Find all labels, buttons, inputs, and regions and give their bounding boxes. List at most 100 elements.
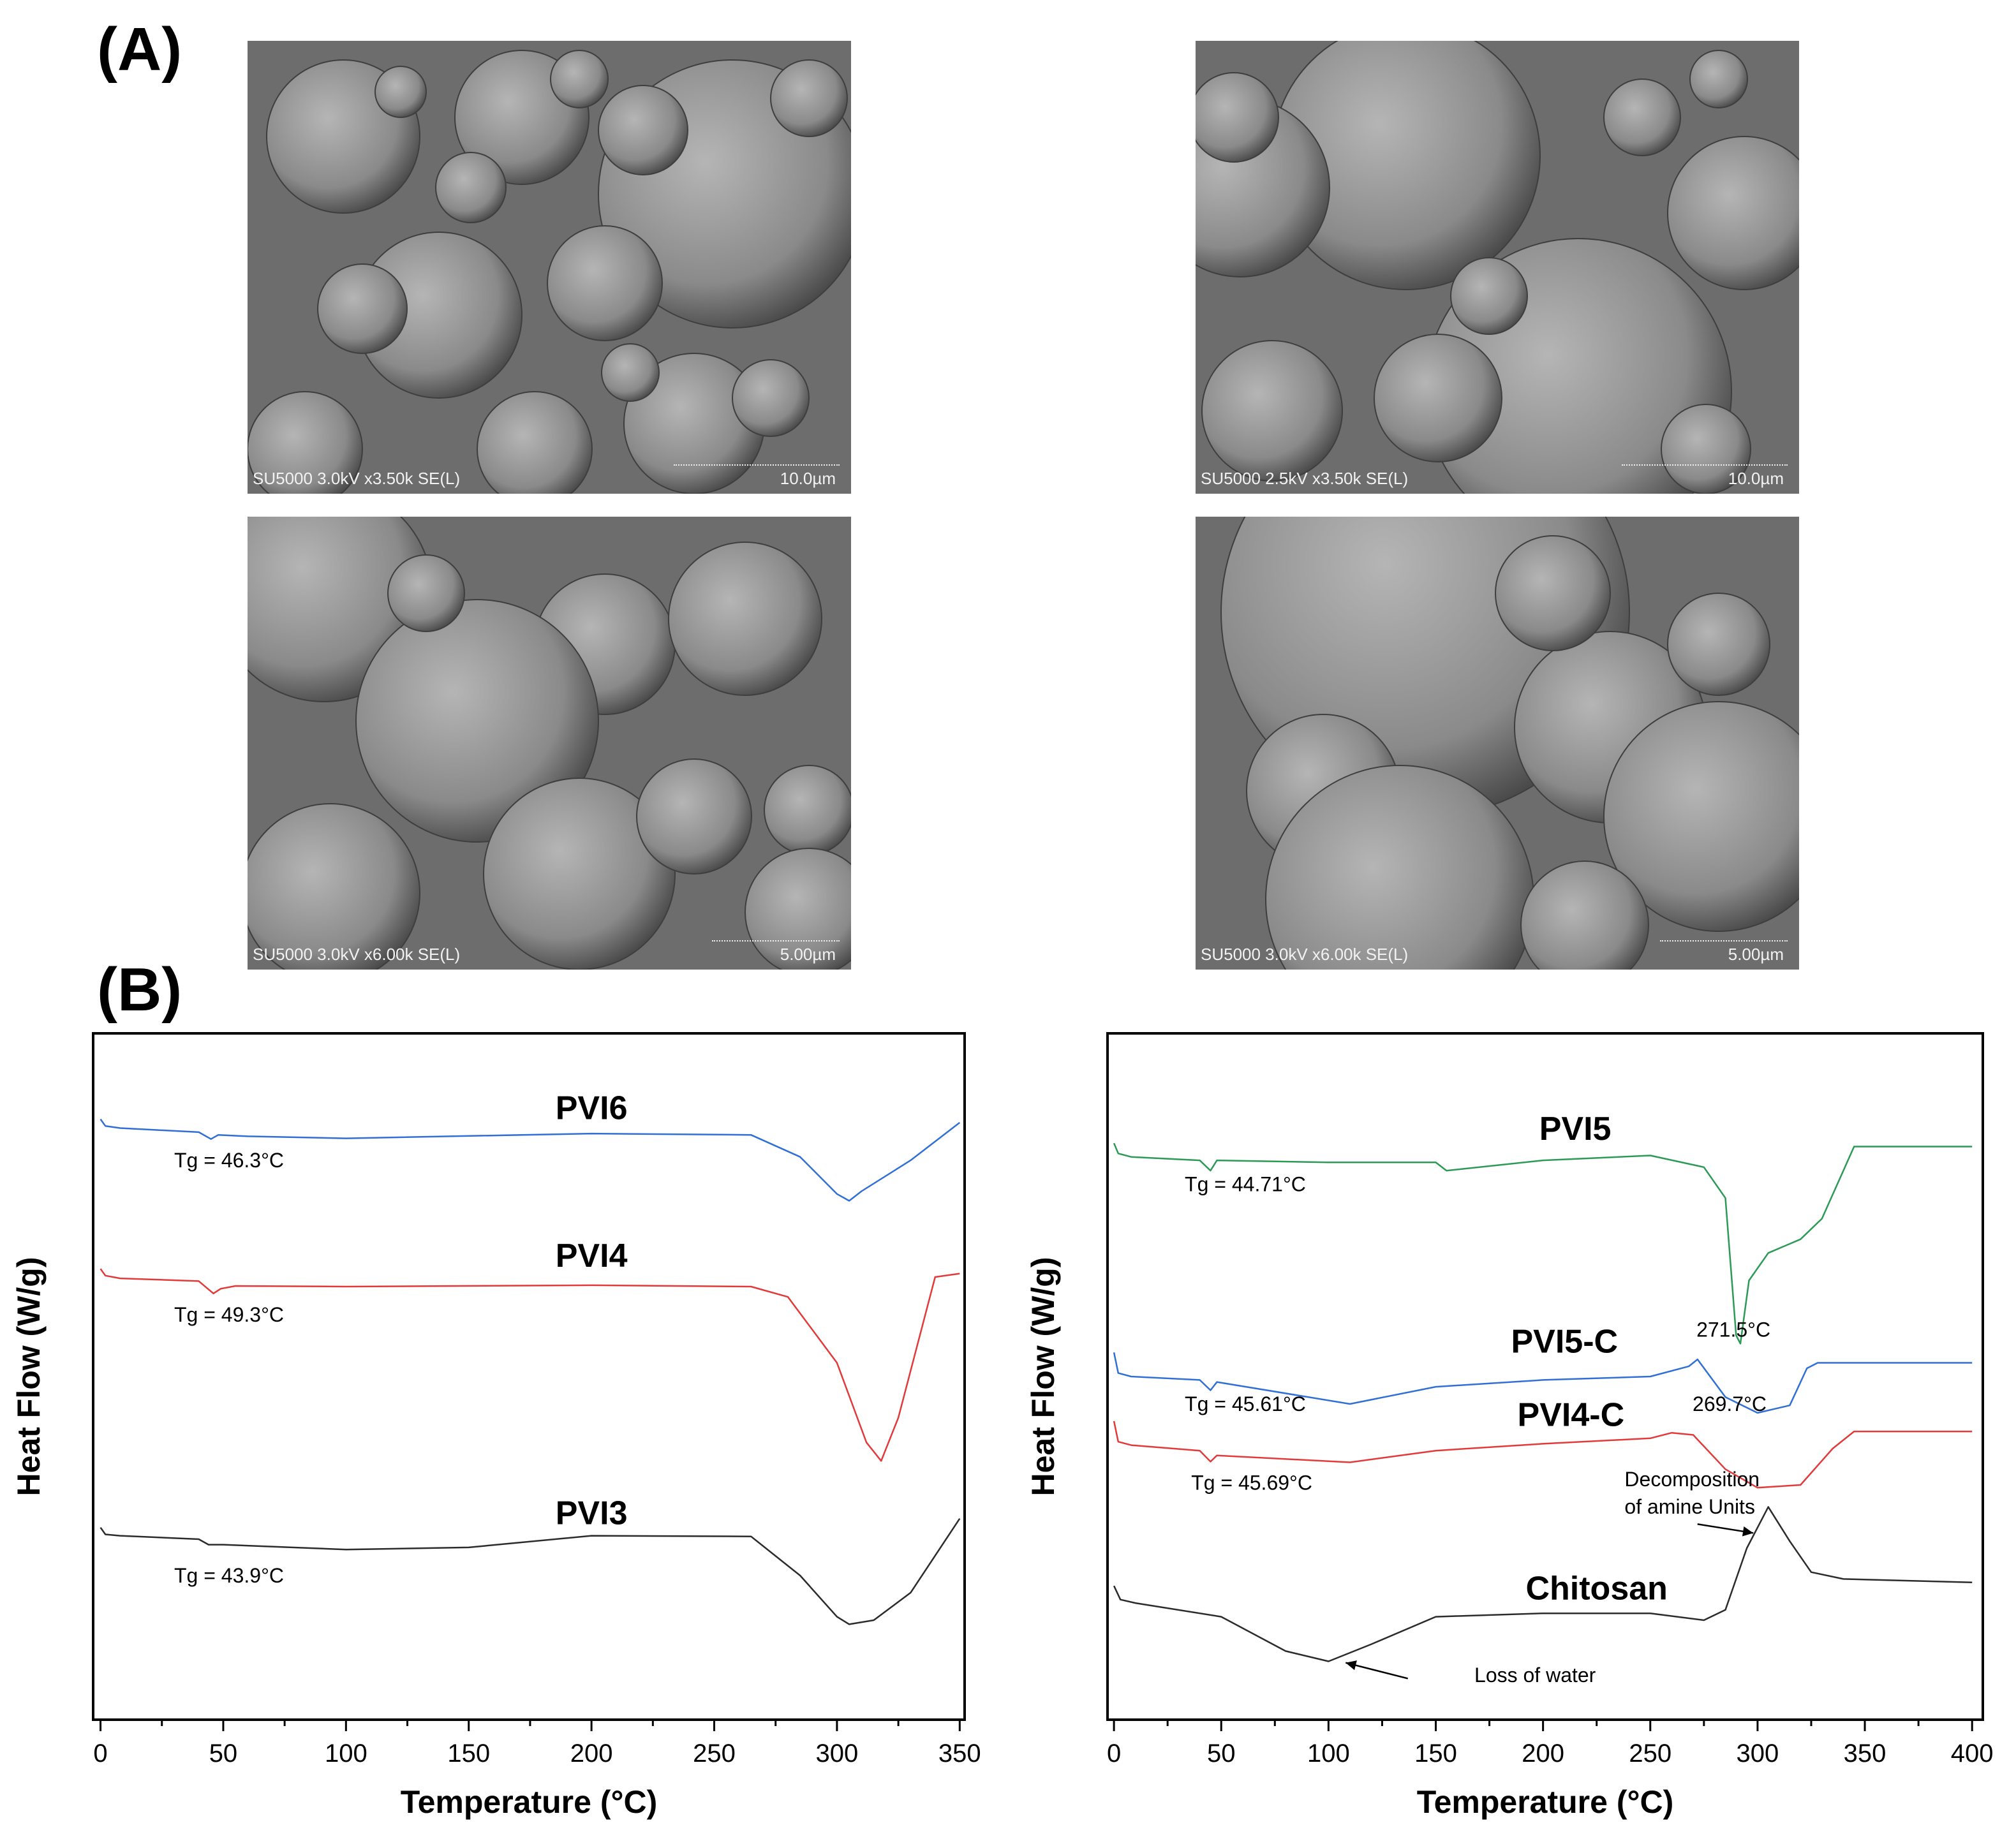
sem-particle [1495, 535, 1611, 651]
x-tick-label: 0 [93, 1739, 107, 1768]
series-label: PVI5-C [1511, 1323, 1618, 1360]
x-tick-label: 400 [1951, 1739, 1994, 1768]
sem-particle [732, 359, 810, 437]
series-line-pvi6 [100, 1118, 961, 1202]
panel-b-label: (B) [97, 956, 182, 1024]
annotation-label: of amine Units [1624, 1495, 1755, 1518]
x-tick-label: 50 [1207, 1739, 1236, 1768]
sem-particles [248, 517, 851, 970]
sem-particles [1196, 41, 1799, 494]
sem-caption: SU5000 3.0kV x3.50k SE(L) [253, 469, 461, 488]
sem-image-4: SU5000 3.0kV x6.00k SE(L) 5.00µm [1196, 517, 1799, 970]
sem-particle [1520, 860, 1649, 970]
sem-particle [317, 263, 408, 354]
x-tick-label: 150 [1414, 1739, 1457, 1768]
x-tick-label: 250 [693, 1739, 736, 1768]
sem-particle [1603, 78, 1681, 156]
series-label: PVI6 [556, 1090, 628, 1127]
sem-particle [248, 391, 363, 494]
x-tick-label: 300 [816, 1739, 859, 1768]
annotation-label: Loss of water [1474, 1664, 1596, 1687]
sem-scale-label: 5.00µm [780, 945, 836, 964]
sem-scale-label: 10.0µm [780, 469, 836, 488]
sem-caption: SU5000 3.0kV x6.00k SE(L) [253, 945, 461, 964]
annotation-label: Tg = 43.9°C [174, 1564, 284, 1587]
scale-bar [1622, 457, 1788, 466]
sem-particle [248, 803, 420, 970]
sem-particle [435, 152, 507, 223]
sem-particles [248, 50, 851, 494]
series-label: PVI3 [556, 1495, 628, 1532]
panel-a-label: (A) [97, 15, 182, 84]
dsc-chart-left: 0 50 100 150 200 250 300 350 Temperature (°C) Hea… [11, 1032, 981, 1820]
sem-particles [1220, 517, 1799, 970]
sem-image-2: SU5000 2.5kV x3.50k SE(L) 10.0µm [1196, 41, 1799, 494]
sem-scale-label: 10.0µm [1728, 469, 1784, 488]
x-tick-label: 100 [1307, 1739, 1350, 1768]
x-axis-label: Temperature (°C) [401, 1784, 657, 1820]
annotation-label: Tg = 45.61°C [1185, 1392, 1306, 1415]
x-axis-label: Temperature (°C) [1417, 1784, 1673, 1820]
sem-particle [745, 848, 851, 970]
x-tick-label: 0 [1107, 1739, 1121, 1768]
x-tick-label: 350 [1844, 1739, 1886, 1768]
arrow-decomposition-head [1742, 1526, 1754, 1537]
annotation-label: Tg = 45.69°C [1191, 1472, 1312, 1495]
sem-particle [1667, 136, 1799, 290]
sem-particle [550, 50, 609, 108]
annotation-label: 269.7°C [1693, 1392, 1767, 1415]
y-axis-label: Heat Flow (W/g) [1025, 1257, 1061, 1496]
series-line-pvi5 [1113, 1142, 1973, 1345]
series-line-pvi3 [100, 1518, 961, 1625]
series-line-pvi4-c [1113, 1421, 1973, 1489]
sem-particle [1689, 50, 1748, 108]
scale-bar [674, 457, 840, 466]
scale-bar [1660, 933, 1788, 941]
sem-particle [668, 542, 822, 696]
series-line-pvi4 [100, 1268, 960, 1462]
sem-caption: SU5000 2.5kV x3.50k SE(L) [1201, 469, 1409, 488]
arrow-loss-of-water [1345, 1662, 1409, 1680]
sem-particle [598, 85, 688, 175]
sem-particle [374, 66, 427, 118]
annotation-label: 271.5°C [1696, 1318, 1770, 1341]
series-line-pvi5-c [1113, 1352, 1973, 1414]
x-tick-label: 150 [447, 1739, 490, 1768]
sem-particle [477, 391, 593, 494]
sem-particle [1196, 72, 1279, 163]
annotation-label: Tg = 49.3°C [174, 1303, 284, 1326]
sem-particle [1661, 404, 1751, 494]
y-axis-label: Heat Flow (W/g) [11, 1257, 47, 1496]
sem-image-3: SU5000 3.0kV x6.00k SE(L) 5.00µm [248, 517, 851, 970]
x-tick-label: 300 [1737, 1739, 1779, 1768]
x-tick-label: 250 [1629, 1739, 1671, 1768]
x-tick-label: 50 [209, 1739, 238, 1768]
plot-frame [92, 1032, 966, 1721]
x-tick-label: 200 [570, 1739, 613, 1768]
sem-particle [483, 778, 676, 970]
sem-particle [1374, 334, 1502, 462]
sem-particle [355, 599, 599, 843]
series-label: PVI5 [1539, 1111, 1612, 1148]
annotation-label: Tg = 46.3°C [174, 1149, 284, 1172]
sem-caption: SU5000 3.0kV x6.00k SE(L) [1201, 945, 1409, 964]
sem-particle [636, 758, 752, 875]
series-label: PVI4 [556, 1237, 628, 1274]
sem-particle [770, 59, 848, 137]
sem-scale-label: 5.00µm [1728, 945, 1784, 964]
sem-particle [1667, 593, 1770, 696]
series-label: Chitosan [1525, 1570, 1667, 1607]
sem-particle [387, 554, 465, 632]
x-tick-label: 200 [1522, 1739, 1564, 1768]
sem-particle [1603, 701, 1799, 932]
x-tick-label: 350 [938, 1739, 981, 1768]
series-line-chitosan [1113, 1506, 1973, 1662]
annotation-label: Decomposition [1624, 1468, 1760, 1491]
x-tick-label: 100 [325, 1739, 367, 1768]
sem-image-1: SU5000 3.0kV x3.50k SE(L) 10.0µm [248, 41, 851, 494]
annotation-label: Tg = 44.71°C [1185, 1172, 1306, 1195]
sem-particle [1201, 340, 1343, 482]
sem-particle [601, 343, 660, 402]
scale-bar [712, 933, 840, 941]
